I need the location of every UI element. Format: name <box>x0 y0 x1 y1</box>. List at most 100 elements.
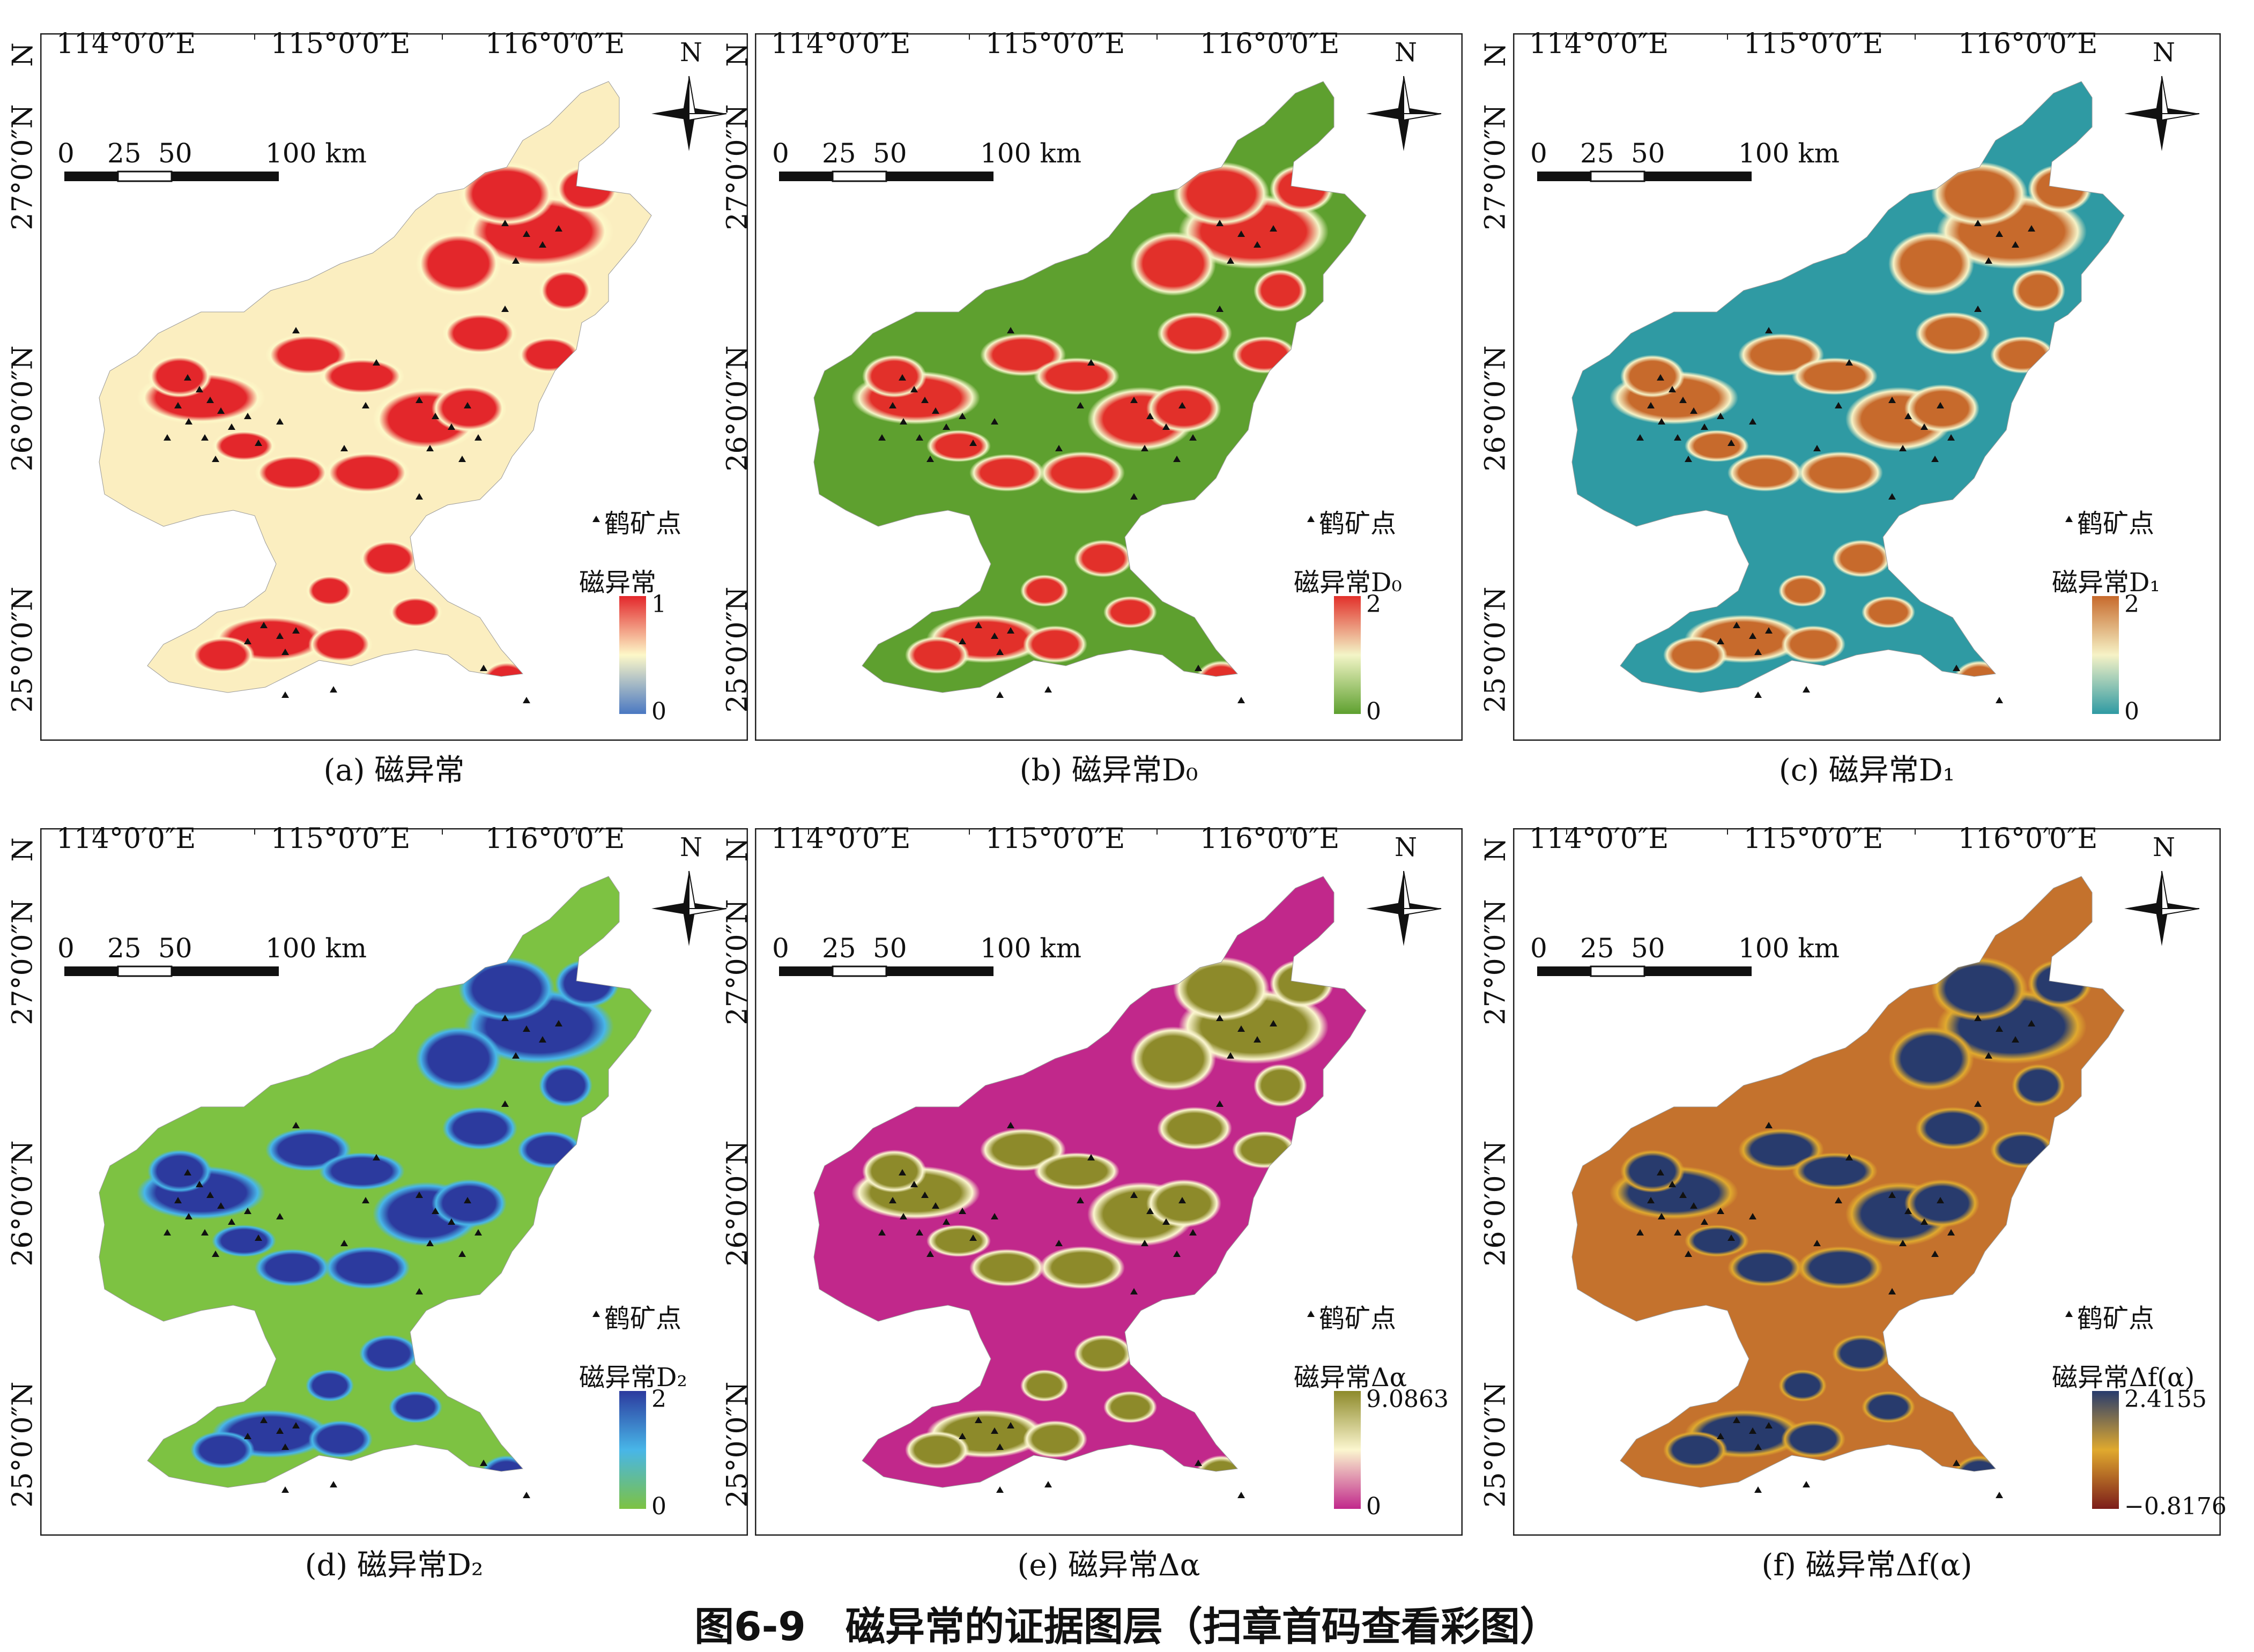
lat-label: 26°0′0″N <box>1479 345 1512 472</box>
legend-max: 2 <box>1366 591 1381 618</box>
lon-label: 114°0′0″E <box>770 823 911 855</box>
north-arrow-icon <box>2124 870 2200 946</box>
lat-label-top: N <box>721 42 754 67</box>
lat-label: 27°0′0″N <box>6 104 39 230</box>
map-panel-a: 114°0′0″E 115°0′0″E 116°0′0″E 27°0′0″N 26°0′… <box>7 28 782 788</box>
legend-min: −0.8176 <box>2124 1493 2227 1520</box>
scale-label: 25 <box>107 933 142 964</box>
scale-label: 25 <box>1580 138 1614 169</box>
scale-label: 100 km <box>265 933 367 964</box>
lat-label: 27°0′0″N <box>6 899 39 1025</box>
legend-title: 磁异常D₀ <box>1294 568 1402 598</box>
map-panel-c: 114°0′0″E 115°0′0″E 116°0′0″E 27°0′0″N 26°0′… <box>1480 28 2254 788</box>
legend-max: 9.0863 <box>1366 1386 1449 1413</box>
legend-title: 磁异常Δα <box>1294 1363 1407 1393</box>
scale-bar <box>64 170 279 182</box>
legend-title: 磁异常Δf(α) <box>2052 1363 2195 1393</box>
mine-legend-label: 鹤矿点 <box>1319 509 1397 539</box>
lon-label: 115°0′0″E <box>270 823 411 855</box>
lat-label: 27°0′0″N <box>721 899 754 1025</box>
lat-label-top: N <box>721 837 754 862</box>
scale-bar <box>1537 965 1752 977</box>
scale-label: 50 <box>158 138 192 169</box>
lon-label: 114°0′0″E <box>56 28 196 60</box>
lon-label: 116°0′0″E <box>1958 823 2098 855</box>
scale-label: 100 km <box>1738 933 1840 964</box>
lon-label: 115°0′0″E <box>1743 28 1884 60</box>
north-label: N <box>2153 38 2175 68</box>
lat-label: 27°0′0″N <box>1479 899 1512 1025</box>
lat-label: 27°0′0″N <box>721 104 754 230</box>
scale-label: 50 <box>158 933 192 964</box>
lon-label: 116°0′0″E <box>485 823 625 855</box>
lat-label: 26°0′0″N <box>6 1140 39 1267</box>
legend-title: 磁异常 <box>579 568 657 598</box>
legend-max: 2 <box>2124 591 2139 618</box>
north-label: N <box>1395 38 1417 68</box>
lon-label: 114°0′0″E <box>1529 823 1669 855</box>
lat-label: 27°0′0″N <box>1479 104 1512 230</box>
lat-label: 25°0′0″N <box>1479 1381 1512 1508</box>
map-frame <box>1513 828 2221 1536</box>
lon-label: 116°0′0″E <box>1199 823 1340 855</box>
scale-label: 0 <box>772 138 789 169</box>
scale-label: 25 <box>822 138 856 169</box>
lon-label: 115°0′0″E <box>985 823 1125 855</box>
lat-label: 25°0′0″N <box>6 1381 39 1508</box>
north-arrow-icon <box>1366 870 1442 946</box>
lat-label: 25°0′0″N <box>721 1381 754 1508</box>
north-arrow-icon <box>2124 76 2200 151</box>
lat-label: 25°0′0″N <box>1479 586 1512 713</box>
mine-legend-label: 鹤矿点 <box>604 1304 682 1334</box>
scale-label: 50 <box>873 138 907 169</box>
scale-label: 100 km <box>980 933 1082 964</box>
scale-label: 50 <box>1631 933 1665 964</box>
scale-label: 0 <box>1530 138 1547 169</box>
legend-min: 0 <box>1366 698 1381 725</box>
lon-label: 116°0′0″E <box>1199 28 1340 60</box>
scale-label: 100 km <box>265 138 367 169</box>
scale-label: 0 <box>1530 933 1547 964</box>
lat-label: 25°0′0″N <box>721 586 754 713</box>
lat-label: 26°0′0″N <box>1479 1140 1512 1267</box>
legend-color-ramp <box>619 1391 646 1509</box>
north-label: N <box>680 38 702 68</box>
scale-label: 0 <box>57 933 75 964</box>
map-frame <box>1513 33 2221 741</box>
scale-bar <box>64 965 279 977</box>
lon-label: 115°0′0″E <box>985 28 1125 60</box>
map-panel-e: 114°0′0″E 115°0′0″E 116°0′0″E 27°0′0″N 26°0′… <box>722 823 1497 1583</box>
map-panel-b: 114°0′0″E 115°0′0″E 116°0′0″E 27°0′0″N 26°0′… <box>722 28 1497 788</box>
lat-label-top: N <box>1479 837 1512 862</box>
legend-max: 2.4155 <box>2124 1386 2207 1413</box>
lat-label: 26°0′0″N <box>721 345 754 472</box>
lat-label-top: N <box>1479 42 1512 67</box>
scale-label: 0 <box>772 933 789 964</box>
lon-label: 116°0′0″E <box>485 28 625 60</box>
north-arrow-icon <box>651 76 727 151</box>
map-frame <box>755 33 1463 741</box>
legend-title: 磁异常D₂ <box>579 1363 687 1393</box>
legend-max: 1 <box>651 591 666 618</box>
lon-label: 114°0′0″E <box>1529 28 1669 60</box>
lon-label: 114°0′0″E <box>770 28 911 60</box>
scale-label: 100 km <box>980 138 1082 169</box>
scale-bar <box>779 170 993 182</box>
north-arrow-icon <box>651 870 727 946</box>
north-label: N <box>2153 832 2175 862</box>
mine-legend-label: 鹤矿点 <box>604 509 682 539</box>
lat-label: 26°0′0″N <box>721 1140 754 1267</box>
legend-color-ramp <box>2092 1391 2119 1509</box>
lon-label: 116°0′0″E <box>1958 28 2098 60</box>
north-label: N <box>1395 832 1417 862</box>
map-frame <box>40 828 748 1536</box>
panel-caption: (f) 磁异常Δf(α) <box>1761 1548 1973 1583</box>
scale-label: 25 <box>1580 933 1614 964</box>
map-panel-f: 114°0′0″E 115°0′0″E 116°0′0″E 27°0′0″N 26°0′… <box>1480 823 2254 1583</box>
panel-caption: (e) 磁异常Δα <box>1017 1548 1200 1583</box>
panel-caption: (d) 磁异常D₂ <box>305 1548 484 1583</box>
legend-color-ramp <box>619 596 646 714</box>
map-frame <box>40 33 748 741</box>
figure-title: 图6-9 磁异常的证据图层（扫章首码查看彩图） <box>694 1604 1560 1650</box>
scale-label: 0 <box>57 138 75 169</box>
